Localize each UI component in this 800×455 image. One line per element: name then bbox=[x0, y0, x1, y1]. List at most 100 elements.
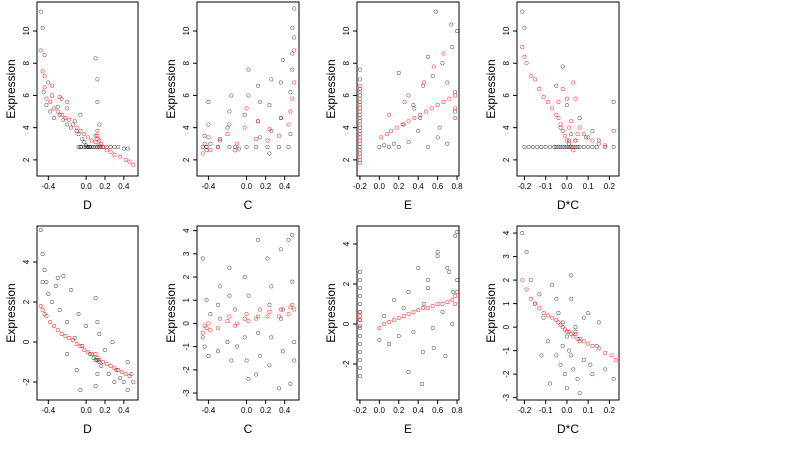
y-tick-label: 3 bbox=[502, 254, 511, 259]
data-point bbox=[227, 293, 232, 298]
data-point bbox=[208, 312, 213, 317]
y-tick-label: 4 bbox=[502, 230, 511, 235]
data-point bbox=[67, 117, 72, 122]
data-point bbox=[562, 145, 567, 150]
y-axis-label: Expression bbox=[324, 283, 338, 342]
data-point bbox=[206, 122, 211, 127]
data-point bbox=[78, 343, 83, 348]
data-point bbox=[80, 343, 85, 348]
data-point bbox=[412, 106, 417, 111]
data-point bbox=[217, 136, 222, 141]
data-point bbox=[588, 362, 593, 367]
data-point bbox=[42, 85, 47, 90]
data-point bbox=[412, 116, 417, 121]
data-point bbox=[564, 138, 569, 143]
scatter-panel: -0.4 0.0 0.2 0.4 2 4 6 8 10 C Expression bbox=[164, 1, 300, 212]
data-point bbox=[567, 141, 572, 146]
data-point bbox=[278, 247, 283, 252]
data-point bbox=[227, 122, 232, 127]
x-tick-label: 0.0 bbox=[81, 406, 93, 415]
x-tick-label: -0.4 bbox=[41, 182, 55, 191]
data-point bbox=[453, 234, 458, 239]
plot-frame bbox=[36, 1, 139, 177]
data-point bbox=[257, 307, 262, 312]
data-point bbox=[453, 116, 458, 121]
data-point bbox=[246, 93, 251, 98]
data-point bbox=[609, 353, 614, 358]
data-point bbox=[67, 335, 72, 340]
data-point bbox=[388, 128, 393, 133]
data-point bbox=[276, 314, 281, 319]
data-point bbox=[455, 277, 460, 282]
data-point bbox=[421, 349, 426, 354]
x-axis-label: C bbox=[244, 422, 253, 436]
data-point bbox=[288, 109, 293, 114]
data-point bbox=[357, 138, 362, 143]
data-point bbox=[131, 379, 136, 384]
data-point bbox=[537, 292, 542, 297]
y-tick-label: 2 bbox=[502, 277, 511, 282]
data-point bbox=[276, 133, 281, 138]
data-point bbox=[554, 353, 559, 358]
y-tick-label: 8 bbox=[22, 60, 31, 65]
x-axis-label: E bbox=[404, 422, 412, 436]
data-point bbox=[123, 371, 128, 376]
x-tick-label: 0.6 bbox=[432, 182, 444, 191]
data-point bbox=[590, 372, 595, 377]
data-point bbox=[550, 315, 555, 320]
data-point bbox=[391, 141, 396, 146]
y-axis-label: Expression bbox=[164, 283, 178, 342]
data-point bbox=[445, 299, 450, 304]
data-point bbox=[603, 145, 608, 150]
data-point bbox=[204, 298, 209, 303]
data-point bbox=[127, 159, 132, 164]
x-tick-label: -0.1 bbox=[539, 406, 553, 415]
x-tick-label: 0.2 bbox=[260, 406, 272, 415]
data-point bbox=[95, 99, 100, 104]
data-point bbox=[528, 278, 533, 283]
data-point bbox=[51, 323, 56, 328]
data-point bbox=[74, 128, 79, 133]
data-point bbox=[229, 358, 234, 363]
data-point bbox=[208, 148, 213, 153]
data-point bbox=[82, 132, 87, 137]
data-point bbox=[40, 279, 45, 284]
data-point bbox=[53, 283, 58, 288]
x-tick-label: 0.0 bbox=[561, 182, 573, 191]
data-point bbox=[286, 312, 291, 317]
data-point bbox=[596, 138, 601, 143]
data-point bbox=[575, 376, 580, 381]
data-point bbox=[357, 333, 362, 338]
data-point bbox=[562, 133, 567, 138]
data-point bbox=[106, 371, 111, 376]
x-tick-label: 0.0 bbox=[241, 406, 253, 415]
data-point bbox=[522, 145, 527, 150]
data-point bbox=[265, 138, 270, 143]
y-tick-label: 0 bbox=[502, 324, 511, 329]
data-point bbox=[577, 116, 582, 121]
data-point bbox=[200, 256, 205, 261]
data-point bbox=[357, 83, 362, 88]
data-point bbox=[48, 99, 53, 104]
data-point bbox=[63, 116, 68, 121]
data-point bbox=[95, 77, 100, 82]
data-point bbox=[204, 326, 209, 331]
data-point bbox=[537, 87, 542, 92]
data-point bbox=[453, 301, 458, 306]
data-point bbox=[455, 28, 460, 33]
data-point bbox=[596, 346, 601, 351]
data-point bbox=[596, 141, 601, 146]
data-point bbox=[406, 93, 411, 98]
data-point bbox=[102, 347, 107, 352]
y-tick-label: 2 bbox=[22, 299, 31, 304]
data-point bbox=[104, 145, 109, 150]
data-point bbox=[564, 334, 569, 339]
y-tick-label: 4 bbox=[22, 125, 31, 130]
data-point bbox=[292, 307, 297, 312]
data-point bbox=[215, 326, 220, 331]
data-point bbox=[118, 375, 123, 380]
data-point bbox=[435, 103, 440, 108]
data-point bbox=[206, 353, 211, 358]
data-point bbox=[357, 106, 362, 111]
data-point bbox=[447, 269, 452, 274]
